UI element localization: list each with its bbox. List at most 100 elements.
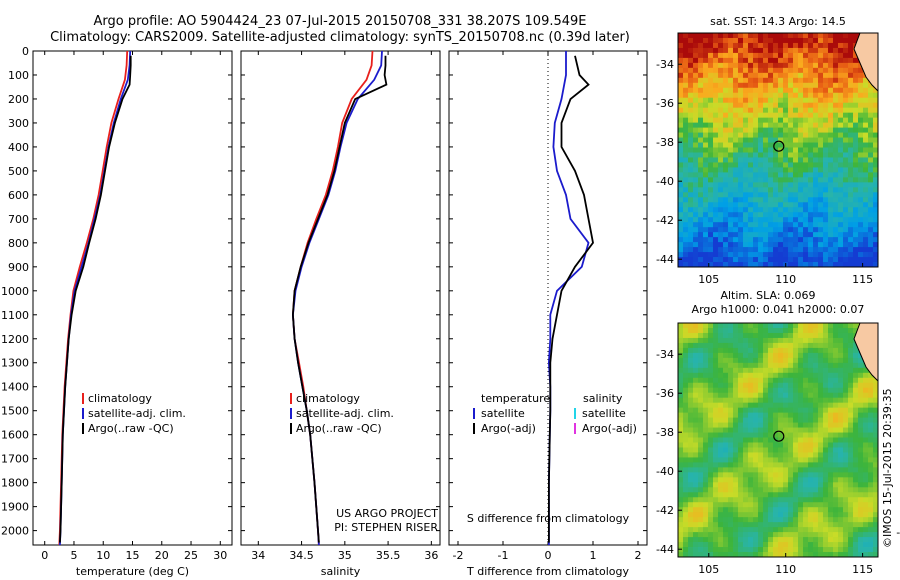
map-cell [713,262,719,268]
map-cell [823,487,829,493]
map-cell [788,327,794,334]
map-cell [698,542,704,548]
x-tick-label: 34 [251,549,265,562]
map-cell [768,152,774,158]
map-cell [778,207,784,213]
map-cell [808,102,814,109]
map-cell [788,167,794,173]
map-cell [693,547,699,553]
map-cell [823,492,829,498]
map-cell [863,392,869,399]
map-cell [868,107,874,114]
map-cell [798,177,804,183]
map-cell [758,512,764,518]
map-cell [713,432,719,438]
map-cell [783,497,789,503]
map-cell [793,512,799,518]
map-cell [713,212,719,218]
map-cell [853,462,859,468]
map-cell [723,33,729,39]
map-cell [728,37,734,44]
map-cell [843,347,849,354]
map-cell [708,427,714,433]
map-cell [858,532,864,538]
map-cell [728,462,734,468]
map-cell [758,527,764,533]
map-cell [698,82,704,89]
map-cell [698,52,704,59]
map-cell [768,222,774,228]
map-cell [678,367,684,374]
map-cell [703,357,709,364]
map-cell [808,152,814,158]
map-cell [773,517,779,523]
map-cell [753,512,759,518]
map-cell [723,182,729,188]
depth-tick-label: 500 [8,165,29,178]
map-cell [693,377,699,384]
map-cell [793,112,799,119]
map-cell [783,112,789,119]
map-cell [853,512,859,518]
map-cell [793,442,799,448]
map-cell [788,492,794,498]
map-cell [793,107,799,114]
map-cell [748,427,754,433]
map-cell [823,187,829,193]
map-cell [693,362,699,369]
map-cell [798,427,804,433]
map-cell [788,427,794,433]
map-cell [758,412,764,418]
map-cell [713,422,719,428]
map-cell [763,57,769,64]
map-cell [838,37,844,44]
map-cell [848,132,854,138]
map-cell [693,342,699,349]
map-cell [833,447,839,453]
map-cell [818,362,824,369]
map-cell [813,197,819,203]
map-cell [733,102,739,109]
map-cell [873,547,879,553]
map-cell [763,112,769,119]
map-cell [853,487,859,493]
map-cell [778,202,784,208]
map-cell [763,512,769,518]
map-cell [818,197,824,203]
map-cell [768,227,774,233]
map-cell [783,342,789,349]
map-cell [788,532,794,538]
map-cell [768,262,774,268]
map-cell [678,332,684,339]
map-cell [688,482,694,488]
map-cell [773,157,779,163]
map-cell [853,372,859,379]
map-cell [768,197,774,203]
map-cell [708,167,714,173]
map-cell [678,42,684,49]
map-cell [763,177,769,183]
map-cell [853,77,859,84]
map-cell [818,482,824,488]
map-cell [813,137,819,143]
map-cell [718,157,724,163]
map-cell [733,502,739,508]
map-cell [798,527,804,533]
map-cell [788,462,794,468]
map-cell [743,457,749,463]
map-cell [848,367,854,374]
map-cell [768,522,774,528]
map-cell [803,197,809,203]
map-cell [793,142,799,148]
map-cell [723,367,729,374]
map-cell [818,92,824,99]
map-cell [848,82,854,89]
map-cell [708,323,714,329]
map-cell [698,402,704,409]
map-cell [858,107,864,114]
map-cell [683,367,689,374]
map-cell [828,462,834,468]
map-cell [818,222,824,228]
map-cell [868,147,874,153]
map-cell [828,97,834,104]
